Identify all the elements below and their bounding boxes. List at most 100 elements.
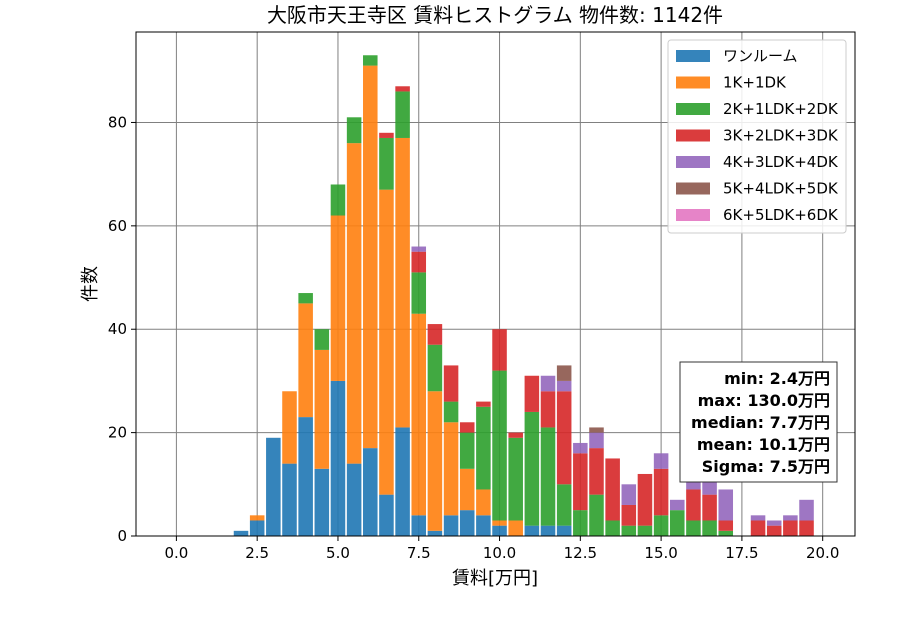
- bar-segment: [443, 422, 459, 516]
- bar-segment: [363, 55, 378, 66]
- bar-segment: [411, 251, 427, 273]
- bar-segment: [718, 530, 734, 536]
- bar-segment: [363, 448, 378, 536]
- bar-segment: [718, 489, 734, 521]
- bar-segment: [573, 510, 588, 536]
- y-tick-label: 60: [108, 217, 127, 235]
- bar-segment: [605, 520, 620, 536]
- legend-box: [667, 39, 847, 234]
- stats-line: min: 2.4万円: [724, 369, 830, 388]
- legend-swatch: [676, 129, 710, 142]
- bar-segment: [233, 530, 249, 536]
- x-tick-label: 20.0: [806, 544, 839, 562]
- bar-segment: [573, 453, 588, 511]
- bar-segment: [330, 380, 346, 536]
- bar-segment: [492, 329, 507, 371]
- bar-segment: [298, 303, 313, 418]
- bar-segment: [379, 494, 394, 536]
- bar-segment: [476, 401, 491, 407]
- x-tick-label: 12.5: [564, 544, 597, 562]
- x-tick-label: 10.0: [483, 544, 516, 562]
- x-tick-label: 15.0: [644, 544, 677, 562]
- bar-segment: [508, 520, 523, 536]
- x-tick-label: 2.5: [245, 544, 269, 562]
- bar-segment: [750, 515, 766, 521]
- bars-layer: [233, 55, 814, 536]
- bar-segment: [298, 293, 313, 304]
- legend: ワンルーム 1K+1DK 2K+1LDK+2DK 3K+2LDK+3DK 4K+3LDK…: [667, 39, 847, 234]
- bar-segment: [799, 499, 814, 521]
- bar-segment: [379, 137, 394, 190]
- bar-segment: [346, 117, 362, 144]
- bar-segment: [766, 520, 782, 526]
- legend-label: 6K+5LDK+6DK: [723, 206, 839, 224]
- bar-segment: [443, 401, 459, 423]
- bar-segment: [653, 468, 669, 516]
- bar-segment: [476, 515, 491, 536]
- legend-swatch: [676, 76, 710, 89]
- bar-segment: [314, 468, 330, 536]
- y-tick-label: 40: [108, 320, 127, 338]
- bar-segment: [637, 525, 653, 536]
- bar-segment: [783, 515, 798, 521]
- bar-segment: [395, 91, 410, 138]
- bar-segment: [492, 520, 507, 526]
- bar-segment: [459, 468, 475, 511]
- bar-segment: [686, 520, 701, 536]
- bar-segment: [556, 380, 572, 392]
- bar-segment: [508, 437, 523, 521]
- bar-segment: [330, 184, 346, 216]
- chart-title: 大阪市天王寺区 賃料ヒストグラム 物件数: 1142件: [267, 3, 723, 27]
- bar-segment: [249, 520, 265, 536]
- x-axis-ticks: 0.0 2.5 5.0 7.5 10.0 12.5 15.0 17.5 20.0: [164, 536, 839, 562]
- stats-line: Sigma: 7.5万円: [702, 457, 830, 476]
- bar-segment: [379, 132, 394, 138]
- bar-segment: [540, 525, 556, 536]
- bar-segment: [459, 510, 475, 536]
- bar-segment: [718, 520, 734, 531]
- bar-segment: [249, 515, 265, 521]
- bar-segment: [653, 453, 669, 469]
- legend-label: 3K+2LDK+3DK: [723, 127, 839, 145]
- y-tick-label: 0: [117, 527, 127, 545]
- bar-segment: [524, 411, 540, 526]
- bar-segment: [621, 525, 637, 536]
- bar-segment: [330, 215, 346, 381]
- bar-segment: [556, 525, 572, 536]
- bar-segment: [702, 520, 717, 536]
- x-tick-label: 0.0: [164, 544, 188, 562]
- bar-segment: [556, 484, 572, 526]
- bar-segment: [524, 375, 540, 412]
- bar-segment: [379, 189, 394, 495]
- bar-segment: [556, 365, 572, 381]
- legend-label: 2K+1LDK+2DK: [723, 100, 839, 118]
- x-axis-label: 賃料[万円]: [452, 568, 538, 589]
- bar-segment: [556, 391, 572, 485]
- bar-segment: [799, 520, 814, 536]
- legend-label: 5K+4LDK+5DK: [723, 180, 839, 198]
- bar-segment: [669, 499, 685, 511]
- stats-line: mean: 10.1万円: [697, 435, 830, 454]
- x-tick-label: 5.0: [326, 544, 350, 562]
- bar-segment: [443, 515, 459, 536]
- bar-segment: [540, 427, 556, 526]
- bar-segment: [589, 448, 604, 495]
- bar-segment: [686, 479, 701, 490]
- bar-segment: [589, 432, 604, 449]
- bar-segment: [298, 417, 313, 536]
- bar-segment: [702, 494, 717, 521]
- bar-segment: [492, 370, 507, 521]
- bar-segment: [427, 391, 443, 531]
- bar-segment: [476, 406, 491, 490]
- stats-line: median: 7.7万円: [691, 413, 830, 432]
- legend-swatch: [676, 156, 710, 168]
- bar-segment: [766, 525, 782, 536]
- legend-swatch: [676, 209, 710, 221]
- y-axis-label: 件数: [80, 266, 101, 302]
- bar-segment: [637, 473, 653, 526]
- bar-segment: [282, 391, 297, 464]
- bar-segment: [411, 272, 427, 314]
- legend-label: 4K+3LDK+4DK: [723, 153, 839, 171]
